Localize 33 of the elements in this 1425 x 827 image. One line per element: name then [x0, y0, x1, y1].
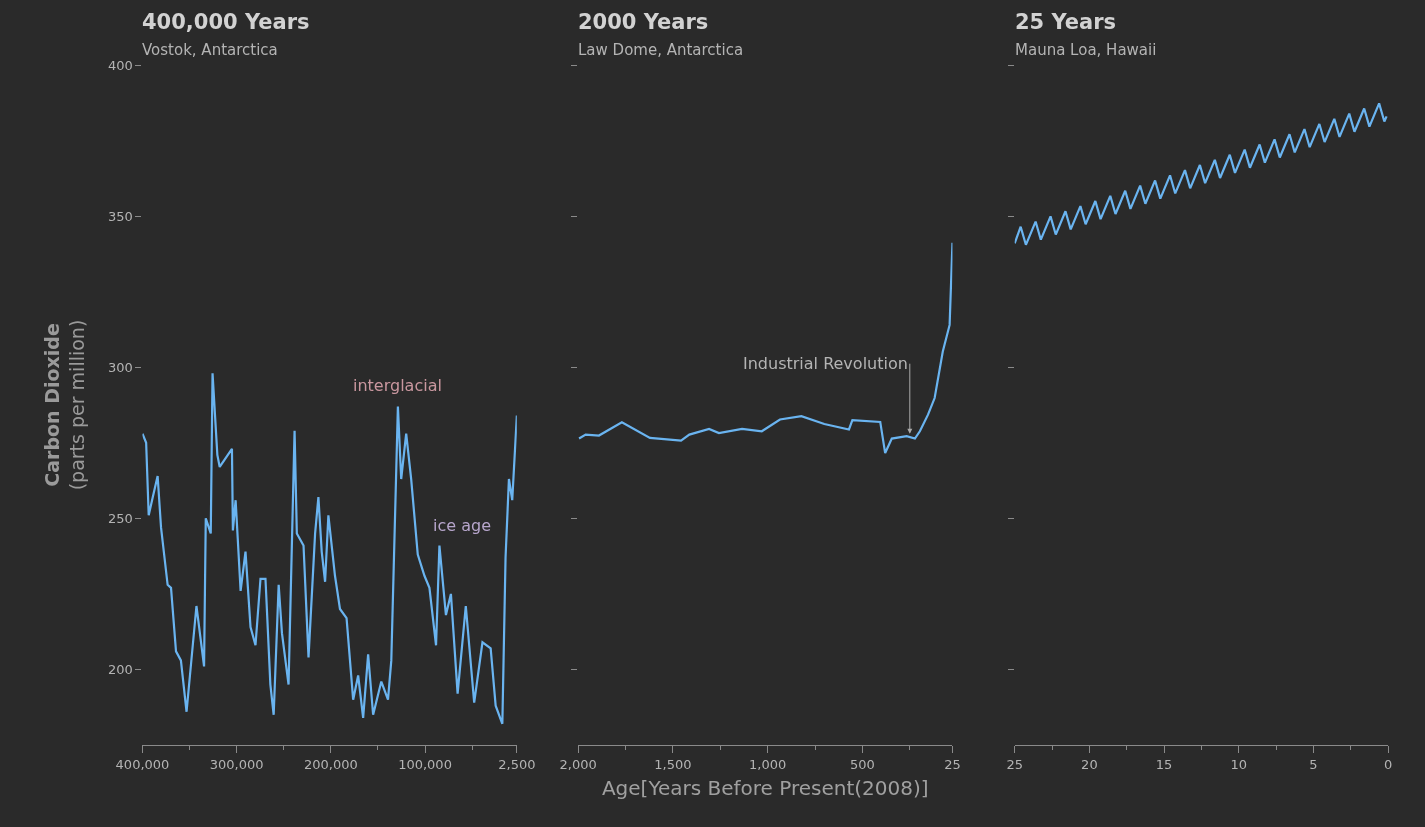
x-tick-label: 15	[1155, 756, 1173, 772]
x-tick-label: 20	[1081, 756, 1098, 772]
x-tick-label: 2,500	[498, 756, 536, 772]
chart-title: 400,000 Years	[142, 10, 310, 34]
y-tick-label: 400	[108, 57, 133, 73]
line-series	[142, 372, 517, 725]
y-tick-label: 350	[108, 208, 133, 224]
x-tick-label: 400,000	[115, 756, 170, 772]
chart-subtitle: Law Dome, Antarctica	[578, 41, 744, 59]
x-tick-label: 0	[1383, 756, 1393, 772]
chart-title: 2000 Years	[578, 10, 709, 34]
y-axis-title: Carbon Dioxide (parts per million)	[41, 319, 88, 491]
x-tick-label: 10	[1230, 756, 1247, 772]
annotation: ice age	[433, 516, 491, 535]
y-tick-label: 300	[108, 359, 133, 375]
annotation: interglacial	[353, 376, 442, 395]
chart-title: 25 Years	[1015, 10, 1117, 34]
y-tick-label: 200	[108, 661, 133, 677]
x-tick-label: 1,500	[654, 756, 692, 772]
x-tick-label: 25	[1006, 756, 1023, 772]
x-tick-label: 100,000	[398, 756, 452, 772]
x-tick-label: 5	[1309, 756, 1318, 772]
chart-subtitle: Vostok, Antarctica	[142, 41, 278, 59]
x-tick-label: 1,000	[749, 756, 787, 772]
x-tick-label: 300,000	[209, 756, 264, 772]
y-tick-label: 250	[108, 510, 133, 526]
x-axis-title: Age[Years Before Present(2008)]	[601, 776, 929, 801]
chart-subtitle: Mauna Loa, Hawaii	[1015, 41, 1157, 59]
x-tick-label: 2,000	[559, 756, 597, 772]
x-tick-label: 25	[944, 756, 961, 772]
x-tick-label: 500	[850, 756, 875, 772]
annotation: Industrial Revolution	[743, 354, 908, 373]
x-tick-label: 200,000	[303, 756, 358, 772]
